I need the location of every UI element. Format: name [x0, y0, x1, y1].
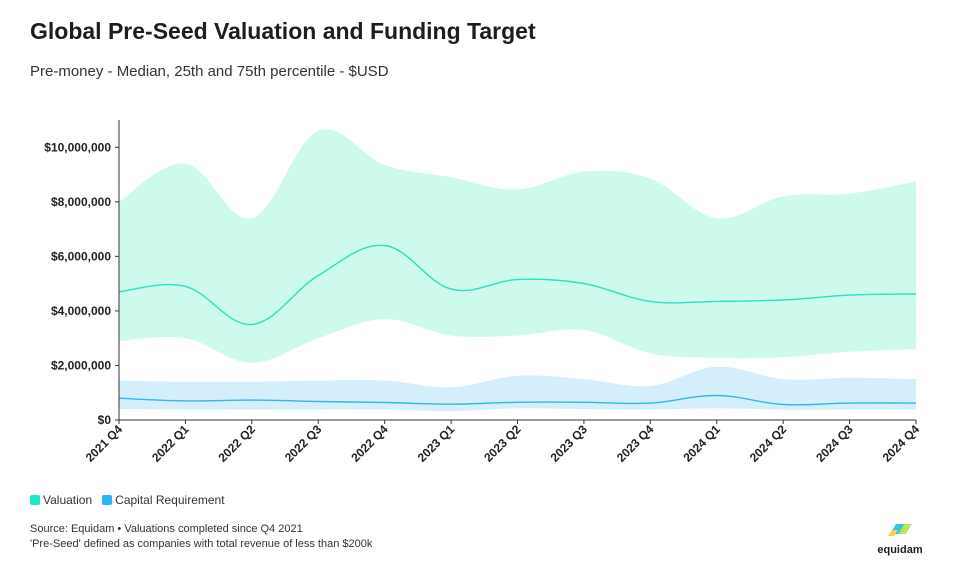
legend-label-capital-requirement: Capital Requirement: [115, 493, 225, 507]
legend-item-capital-requirement: Capital Requirement: [102, 493, 225, 507]
median-line-valuation: [118, 244, 917, 326]
y-tick-label: $0: [98, 413, 112, 427]
source-line-1: Source: Equidam • Valuations completed s…: [30, 523, 303, 535]
x-tick-label: 2023 Q3: [548, 422, 591, 465]
x-tick-label: 2022 Q3: [282, 422, 325, 465]
y-tick-label: $4,000,000: [51, 304, 111, 318]
x-tick-label: 2024 Q3: [813, 422, 856, 465]
source-line-2: 'Pre-Seed' defined as companies with tot…: [30, 538, 373, 550]
x-tick-label: 2024 Q2: [747, 422, 790, 465]
bands-layer: [119, 129, 916, 412]
x-tick-label: 2022 Q1: [149, 422, 192, 465]
x-tick-label: 2022 Q2: [215, 422, 258, 465]
band-capital-requirement: [119, 366, 916, 412]
lines-layer: [118, 244, 917, 406]
equidam-logo-icon: [888, 524, 912, 536]
source-note: Source: Equidam • Valuations completed s…: [30, 522, 372, 552]
legend-swatch-capital-requirement: [102, 495, 113, 505]
x-tick-label: 2023 Q1: [415, 422, 458, 465]
legend-label-valuation: Valuation: [43, 493, 93, 507]
y-tick-label: $8,000,000: [51, 195, 111, 209]
median-line-capital-requirement: [118, 394, 917, 406]
x-tick-label: 2023 Q2: [481, 422, 524, 465]
chart-svg: $0 $2,000,000 $4,000,000 $6,000,000 $8,000,0…: [44, 120, 923, 465]
x-tick-label: 2022 Q4: [348, 422, 391, 465]
chart-title: Global Pre-Seed Valuation and Funding Ta…: [30, 18, 536, 44]
x-tick-label: 2023 Q4: [614, 422, 657, 465]
brand-name: equidam: [877, 544, 923, 556]
legend-item-valuation: Valuation: [30, 493, 92, 507]
x-tick-label: 2024 Q4: [880, 422, 923, 465]
y-tick-label: $2,000,000: [51, 358, 111, 372]
y-tick-label: $10,000,000: [44, 140, 111, 154]
y-tick-label: $6,000,000: [51, 249, 111, 263]
legend: Valuation Capital Requirement: [30, 493, 225, 507]
band-valuation: [119, 129, 916, 363]
x-tick-label: 2024 Q1: [680, 422, 723, 465]
x-tick-label: 2021 Q4: [83, 422, 126, 465]
legend-swatch-valuation: [30, 495, 40, 505]
chart-subtitle: Pre-money - Median, 25th and 75th percen…: [30, 63, 389, 80]
brand-logo: equidam: [870, 520, 930, 556]
